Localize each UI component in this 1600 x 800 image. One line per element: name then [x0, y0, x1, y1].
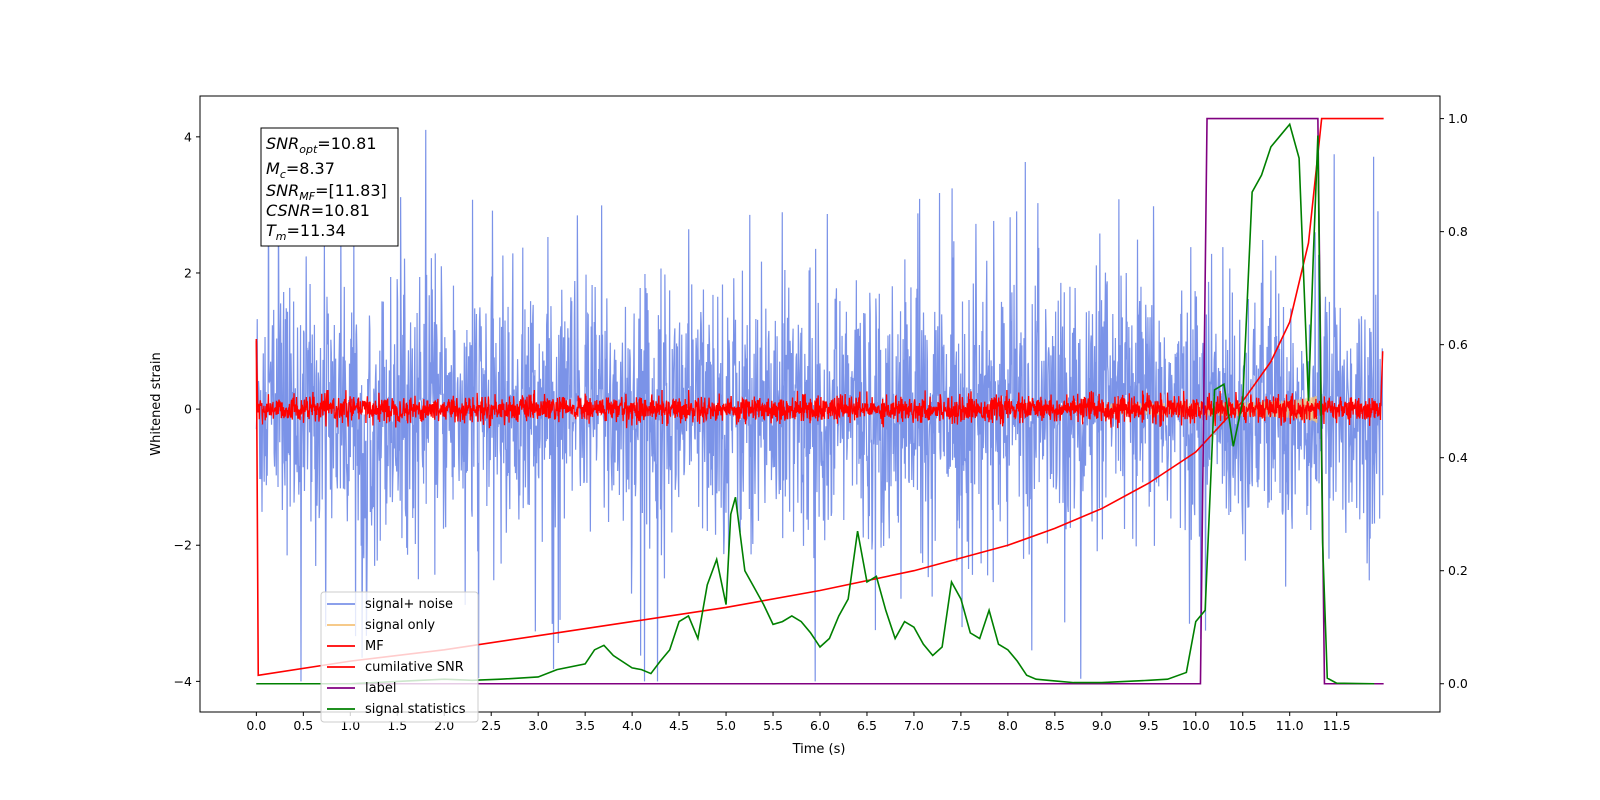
- y-right-tick-label: 0.2: [1448, 563, 1468, 578]
- x-tick-label: 11.5: [1323, 718, 1351, 733]
- series-mf-end: [1380, 351, 1384, 406]
- x-tick-label: 7.5: [951, 718, 971, 733]
- x-tick-label: 8.5: [1045, 718, 1065, 733]
- x-tick-label: 9.5: [1139, 718, 1159, 733]
- x-tick-label: 2.5: [481, 718, 501, 733]
- x-tick-label: 11.0: [1276, 718, 1304, 733]
- series-signal-noise: [255, 129, 1384, 682]
- x-tick-label: 4.5: [669, 718, 689, 733]
- x-axis-label: Time (s): [792, 742, 846, 757]
- x-tick-label: 10.5: [1229, 718, 1257, 733]
- x-tick-label: 8.0: [998, 718, 1018, 733]
- y-right-tick-label: 0.4: [1448, 450, 1468, 465]
- y-right-tick-label: 1.0: [1448, 111, 1468, 126]
- x-tick-label: 0.5: [293, 718, 313, 733]
- y-right-tick-label: 0.0: [1448, 676, 1468, 691]
- series-label: [256, 117, 1384, 685]
- y-left-tick-label: −2: [174, 538, 192, 553]
- y-right-tick-label: 0.6: [1448, 337, 1468, 352]
- series-signal-statistics: [256, 122, 1375, 685]
- annotation-line-3: SNRMF=[11.83]: [266, 181, 387, 203]
- x-tick-label: 5.5: [763, 718, 783, 733]
- annotation-line-5: Tm=11.34: [266, 221, 346, 243]
- x-tick-label: 6.5: [857, 718, 877, 733]
- x-tick-label: 4.0: [622, 718, 642, 733]
- legend: signal+ noise signal only MF cumilative …: [320, 591, 479, 723]
- y-axis-label: Whitened strain: [149, 352, 164, 455]
- legend-label-mf: MF: [365, 639, 384, 654]
- legend-label-signal-statistics: signal statistics: [365, 702, 466, 717]
- annotation-line-4: CSNR=10.81: [266, 201, 370, 220]
- y-right-tick-label: 0.8: [1448, 224, 1468, 239]
- x-tick-label: 10.0: [1182, 718, 1210, 733]
- x-tick-label: 6.0: [810, 718, 830, 733]
- legend-label-label: label: [365, 681, 396, 696]
- y-axis-right: 0.0 0.2 0.4 0.6 0.8 1.0: [1440, 111, 1468, 691]
- x-tick-label: 3.5: [575, 718, 595, 733]
- series-mf: [257, 390, 1382, 429]
- y-left-tick-label: −4: [174, 674, 192, 689]
- x-tick-label: 5.0: [716, 718, 736, 733]
- plot-area: [255, 117, 1384, 685]
- legend-label-cumulative-snr: cumilative SNR: [365, 660, 464, 675]
- y-left-tick-label: 2: [184, 265, 192, 280]
- x-tick-label: 0.0: [246, 718, 266, 733]
- y-axis-left: −4 −2 0 2 4: [174, 129, 200, 689]
- legend-label-signal-noise: signal+ noise: [365, 597, 453, 612]
- x-tick-label: 9.0: [1092, 718, 1112, 733]
- annotation-box: SNRopt=10.81 Mc=8.37 SNRMF=[11.83] CSNR=…: [260, 127, 399, 247]
- y-left-tick-label: 4: [184, 129, 192, 144]
- annotation-line-2: Mc=8.37: [266, 159, 335, 181]
- legend-label-signal-only: signal only: [365, 618, 435, 633]
- x-tick-label: 7.0: [904, 718, 924, 733]
- annotation-line-1: SNRopt=10.81: [266, 134, 377, 156]
- y-left-tick-label: 0: [184, 402, 192, 417]
- x-tick-label: 3.0: [528, 718, 548, 733]
